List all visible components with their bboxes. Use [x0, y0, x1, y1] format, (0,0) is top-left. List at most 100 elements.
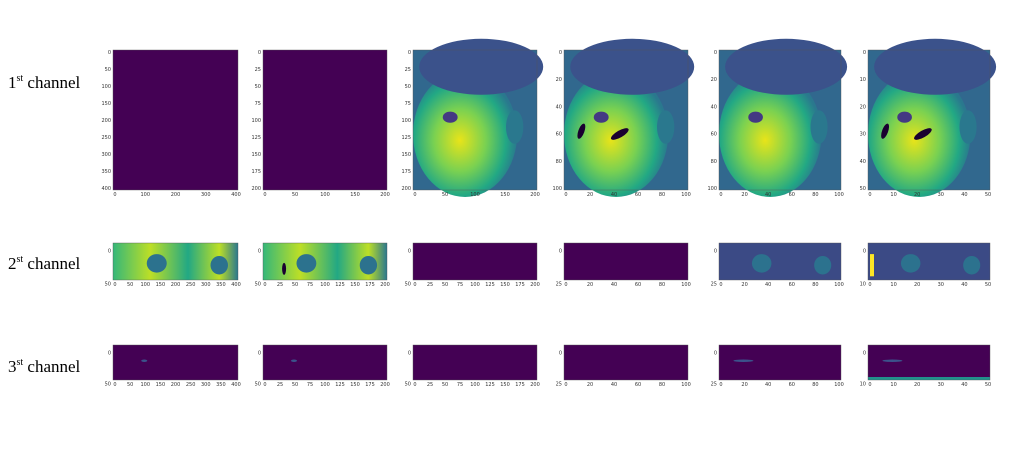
- x-tick-label: 300: [201, 192, 211, 198]
- x-tick-label: 30: [938, 382, 944, 388]
- bright: [870, 254, 874, 277]
- x-tick-label: 75: [307, 382, 313, 388]
- row-label-text: channel: [23, 254, 80, 273]
- x-tick-label: 0: [719, 382, 722, 388]
- y-tick-label: 150: [101, 101, 111, 107]
- y-tick-label: 60: [556, 132, 562, 138]
- x-tick-label: 125: [485, 282, 495, 288]
- speck: [141, 359, 148, 362]
- map-frame: [412, 344, 538, 381]
- map-frame: [262, 49, 388, 191]
- x-tick-label: 250: [186, 382, 196, 388]
- y-tick-label: 125: [401, 135, 411, 141]
- spot: [610, 128, 629, 140]
- y-tick-label: 0: [408, 50, 411, 56]
- x-tick-label: 100: [320, 382, 330, 388]
- x-tick-label: 100: [681, 192, 691, 198]
- x-tick-label: 200: [171, 192, 181, 198]
- map-frame: [718, 344, 842, 381]
- x-tick-label: 60: [635, 192, 641, 198]
- y-tick-label: 100: [707, 186, 717, 192]
- x-tick-label: 10: [890, 192, 896, 198]
- feature-map: [112, 242, 239, 281]
- eye: [442, 111, 458, 123]
- x-tick-label: 400: [231, 282, 241, 288]
- x-tick-label: 20: [587, 382, 593, 388]
- x-tick-label: 175: [515, 282, 525, 288]
- y-tick-label: 50: [255, 84, 261, 90]
- x-tick-label: 100: [834, 192, 844, 198]
- x-tick-label: 400: [231, 382, 241, 388]
- eye: [359, 255, 378, 275]
- x-tick-label: 200: [171, 282, 181, 288]
- y-tick-label: 50: [405, 381, 411, 387]
- x-tick-label: 40: [961, 382, 967, 388]
- x-tick-label: 0: [719, 282, 722, 288]
- y-tick-label: 0: [863, 249, 866, 255]
- map-background: [413, 345, 537, 380]
- face: [719, 71, 822, 197]
- y-tick-label: 0: [714, 50, 717, 56]
- x-tick-label: 10: [890, 382, 896, 388]
- spot: [282, 262, 287, 275]
- map-frame: [563, 242, 689, 281]
- feature-map: [867, 344, 991, 381]
- feature-map: [112, 344, 239, 381]
- y-tick-label: 0: [258, 249, 261, 255]
- x-tick-label: 100: [140, 382, 150, 388]
- x-tick-label: 125: [335, 382, 345, 388]
- y-tick-label: 80: [556, 159, 562, 165]
- y-tick-label: 0: [863, 50, 866, 56]
- x-tick-label: 100: [681, 282, 691, 288]
- feature-map: [718, 38, 848, 197]
- map-frame: [412, 242, 538, 281]
- ear: [959, 110, 977, 144]
- y-tick-label: 20: [711, 77, 717, 83]
- map-background: [564, 345, 688, 380]
- y-tick-label: 150: [401, 152, 411, 158]
- x-tick-label: 80: [812, 192, 818, 198]
- y-tick-label: 50: [405, 84, 411, 90]
- ear: [506, 110, 524, 144]
- x-tick-label: 150: [156, 382, 166, 388]
- x-tick-label: 100: [470, 282, 480, 288]
- feature-map: [563, 242, 689, 281]
- x-tick-label: 50: [127, 382, 133, 388]
- x-tick-label: 80: [659, 382, 665, 388]
- x-tick-label: 200: [530, 282, 540, 288]
- x-tick-label: 100: [140, 192, 150, 198]
- y-tick-label: 100: [401, 118, 411, 124]
- x-tick-label: 0: [868, 282, 871, 288]
- x-tick-label: 25: [427, 382, 433, 388]
- spot: [577, 123, 586, 139]
- map-frame: [412, 49, 538, 191]
- ear: [810, 110, 828, 144]
- x-tick-label: 300: [201, 382, 211, 388]
- x-tick-label: 0: [413, 282, 416, 288]
- x-tick-label: 400: [231, 192, 241, 198]
- ear: [657, 110, 675, 144]
- y-tick-label: 100: [552, 186, 562, 192]
- eye: [963, 255, 981, 275]
- x-tick-label: 50: [442, 282, 448, 288]
- x-tick-label: 150: [500, 282, 510, 288]
- eye: [751, 254, 772, 273]
- map-frame: [112, 242, 239, 281]
- x-tick-label: 20: [587, 192, 593, 198]
- x-tick-label: 175: [365, 382, 375, 388]
- y-tick-label: 125: [251, 135, 261, 141]
- feature-map: [563, 344, 689, 381]
- map-frame: [867, 242, 991, 281]
- y-tick-label: 200: [101, 118, 111, 124]
- map-frame: [262, 344, 388, 381]
- x-tick-label: 100: [320, 282, 330, 288]
- x-tick-label: 80: [659, 282, 665, 288]
- map-frame: [718, 49, 842, 191]
- hair: [874, 38, 997, 95]
- x-tick-label: 100: [470, 192, 480, 198]
- y-tick-label: 0: [408, 350, 411, 356]
- map-background: [263, 50, 387, 190]
- hair: [419, 38, 544, 95]
- y-tick-label: 50: [860, 186, 866, 192]
- speck: [291, 359, 297, 362]
